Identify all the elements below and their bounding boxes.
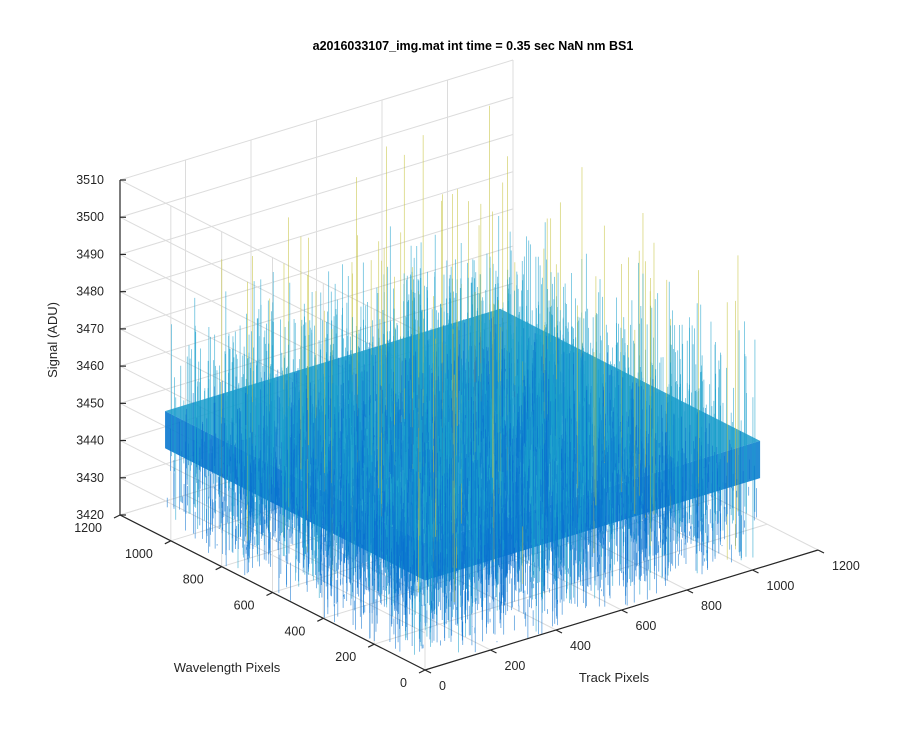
surface-layer xyxy=(165,106,760,655)
